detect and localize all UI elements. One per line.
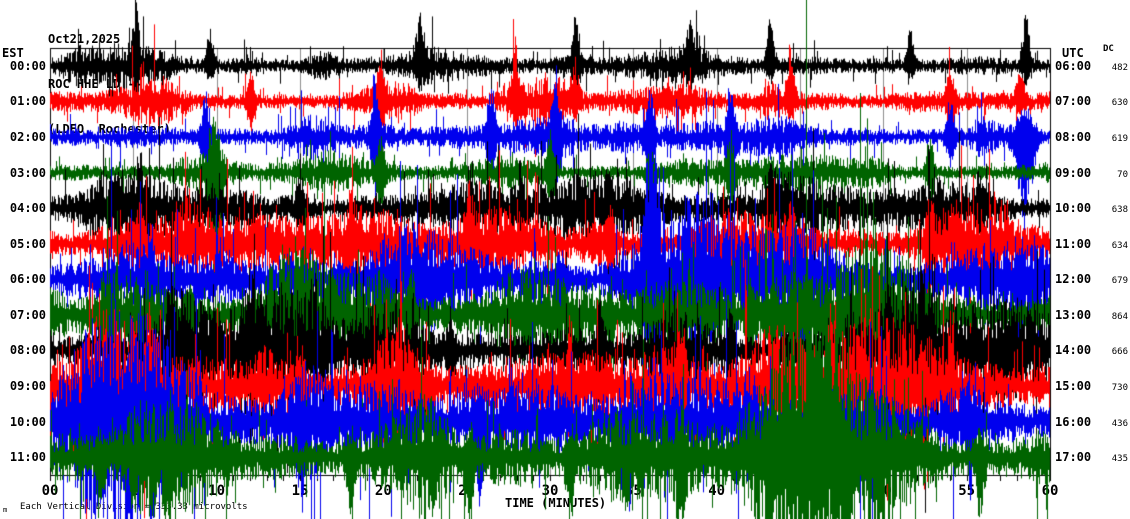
title-date: Oct21,2025	[48, 32, 121, 46]
x-tick-label-50: 50	[874, 483, 892, 499]
x-tick-label-45: 45	[791, 483, 809, 499]
dc-value-13:00: 864	[1111, 311, 1128, 322]
est-label-11:00: 11:00	[9, 450, 46, 465]
dc-value-10:00: 638	[1111, 205, 1128, 216]
dc-value-12:00: 679	[1111, 276, 1128, 287]
dc-column-header: DC	[1103, 44, 1114, 54]
x-axis-title: TIME (MINUTES)	[505, 496, 607, 510]
title-station: ROC HHE LD --	[48, 77, 142, 91]
watermark-glyph: m	[3, 506, 8, 514]
est-label-05:00: 05:00	[9, 236, 46, 251]
x-tick-label-10: 10	[208, 483, 226, 499]
x-tick-label-05: 05	[124, 483, 142, 499]
dc-value-15:00: 730	[1111, 383, 1128, 394]
est-label-07:00: 07:00	[9, 307, 46, 322]
dc-value-17:00: 435	[1111, 454, 1128, 465]
est-label-03:00: 03:00	[9, 165, 46, 180]
x-tick-label-55: 55	[958, 483, 976, 499]
title-block: Oct21,2025 ROC HHE LD -- (LDEO, Rocheste…	[48, 2, 171, 167]
title-location: (LDEO, Rochester)	[48, 122, 171, 136]
x-tick-label-60: 60	[1041, 483, 1059, 499]
x-tick-label-15: 15	[291, 483, 309, 499]
est-label-09:00: 09:00	[9, 379, 46, 394]
dc-value-06:00: 482	[1111, 62, 1128, 73]
x-tick-label-20: 20	[374, 483, 392, 499]
x-tick-label-25: 25	[458, 483, 476, 499]
dc-value-07:00: 630	[1111, 98, 1128, 109]
x-tick-label-00: 00	[41, 483, 59, 499]
dc-value-09:00: 70	[1117, 169, 1128, 180]
x-tick-label-35: 35	[624, 483, 642, 499]
dc-value-08:00: 619	[1111, 133, 1128, 144]
dc-value-16:00: 436	[1111, 418, 1128, 429]
est-label-08:00: 08:00	[9, 343, 46, 358]
est-label-00:00: 00:00	[9, 58, 46, 73]
dc-value-14:00: 666	[1111, 347, 1128, 358]
scale-note: Each Vertical Division = 333.33 microvol…	[20, 502, 248, 512]
dc-value-11:00: 634	[1111, 240, 1128, 251]
est-label-10:00: 10:00	[9, 414, 46, 429]
est-label-06:00: 06:00	[9, 272, 46, 287]
est-label-04:00: 04:00	[9, 201, 46, 216]
x-tick-label-40: 40	[708, 483, 726, 499]
est-label-01:00: 01:00	[9, 94, 46, 109]
est-label-02:00: 02:00	[9, 129, 46, 144]
